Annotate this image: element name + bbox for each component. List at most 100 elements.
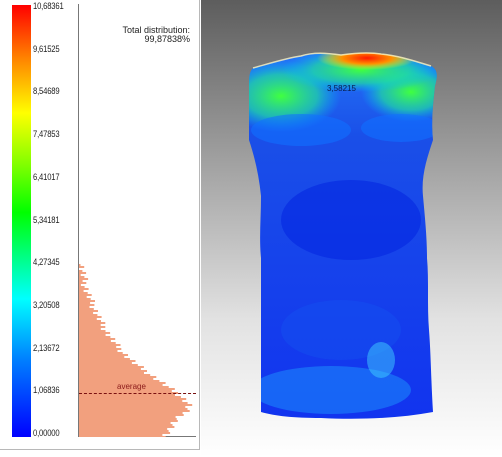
histogram-bar: [79, 386, 169, 388]
histogram-bar: [79, 278, 89, 280]
histogram-bar: [79, 380, 160, 382]
histogram-bar: [79, 306, 90, 308]
histogram-bar: [79, 308, 94, 310]
scale-tick-label: 2,13672: [33, 342, 60, 353]
histogram-bar: [79, 372, 144, 374]
histogram-bar: [79, 302, 91, 304]
histogram-bar: [79, 410, 190, 412]
histogram-bar: [79, 264, 81, 266]
histogram-bar: [79, 402, 188, 404]
histogram-bar: [79, 322, 106, 324]
average-label: average: [117, 382, 146, 391]
histogram-bar: [79, 370, 147, 372]
histogram-bar: [79, 354, 128, 356]
histogram-bar: [79, 282, 87, 284]
histogram-bar: [79, 304, 95, 306]
histogram-bar: [79, 348, 122, 350]
histogram-bar: [79, 274, 81, 276]
histogram-bar: [79, 298, 91, 300]
histogram-bar: [79, 312, 94, 314]
histogram-bar: [79, 404, 193, 406]
histogram-frame: average: [78, 4, 196, 437]
scale-tick-label: 4,27345: [33, 257, 60, 268]
scale-tick-label: 6,41017: [33, 171, 60, 182]
histogram-bar: [79, 408, 188, 410]
histogram-bar: [79, 332, 111, 334]
histogram-bar: [79, 352, 123, 354]
histogram-bar: [79, 376, 157, 378]
histogram-bar: [79, 338, 116, 340]
torso-deviation-model[interactable]: [201, 0, 502, 457]
histogram-bar: [79, 416, 176, 418]
histogram-bar: [79, 414, 184, 416]
scale-tick-label: 10,68361: [33, 1, 64, 11]
histogram-bar: [79, 432, 171, 434]
histogram-bar: [79, 418, 177, 420]
scale-tick-label: 0,00000: [33, 428, 60, 438]
histogram-bar: [79, 430, 169, 432]
histogram-bar: [79, 382, 166, 384]
legend-panel: 10,68361 9,61525 8,54689 7,47853 6,41017 5,34…: [0, 0, 200, 450]
histogram-bar: [79, 412, 183, 414]
histogram-bar: [79, 314, 98, 316]
histogram-bar: [79, 346, 117, 348]
histogram-bar: [79, 296, 87, 298]
3d-viewport[interactable]: 3,58215: [201, 0, 502, 457]
histogram-bar: [79, 272, 87, 274]
scale-tick-label: 3,20508: [33, 299, 60, 310]
histogram-bar: [79, 280, 83, 282]
scale-tick-label: 9,61525: [33, 43, 60, 54]
histogram-bar: [79, 350, 118, 352]
histogram-bar: [79, 356, 125, 358]
scale-tick-label: 1,06836: [33, 385, 60, 396]
histogram-bar: [79, 326, 106, 328]
histogram-bar: [79, 378, 154, 380]
histogram-bar: [79, 368, 141, 370]
histogram-bar: [79, 394, 175, 396]
histogram-bar: [79, 400, 183, 402]
total-distribution-value: 99,87838%: [144, 34, 190, 44]
histogram-bar: [79, 324, 101, 326]
histogram-bar: [79, 284, 81, 286]
histogram-bar: [79, 288, 89, 290]
histogram-bar: [79, 424, 173, 426]
histogram-bar: [79, 318, 97, 320]
histogram-bar: [79, 364, 138, 366]
average-line: [79, 393, 196, 394]
histogram-bar: [79, 398, 187, 400]
histogram-bar: [79, 334, 106, 336]
histogram-bar: [79, 384, 163, 386]
histogram-bar: [79, 396, 181, 398]
scale-tick-label: 7,47853: [33, 129, 60, 140]
histogram-bar: [79, 292, 88, 294]
color-scale-bar: [12, 5, 31, 437]
histogram-bar: [79, 434, 163, 436]
histogram-bar: [79, 270, 83, 272]
histogram-bar: [79, 436, 166, 437]
histogram-bar: [79, 294, 92, 296]
histogram-bar: [79, 406, 186, 408]
histogram-bar: [79, 286, 85, 288]
histogram-bar: [79, 276, 85, 278]
histogram-bar: [79, 320, 101, 322]
histogram-bar: [79, 336, 111, 338]
histogram-bar: [79, 340, 111, 342]
histogram-bar: [79, 310, 98, 312]
histogram-bar: [79, 374, 151, 376]
histogram-bar: [79, 300, 95, 302]
histogram-bar: [79, 290, 84, 292]
histogram-bar: [79, 390, 172, 392]
histogram-bar: [79, 422, 171, 424]
scale-tick-label: 8,54689: [33, 86, 60, 97]
histogram-bar: [79, 328, 101, 330]
histogram-bar: [79, 360, 136, 362]
scale-tick-label: 5,34181: [33, 214, 60, 225]
histogram-bar: [79, 342, 116, 344]
total-distribution-label: Total distribution:: [122, 25, 190, 35]
histogram-bar: [79, 426, 175, 428]
point-deviation-label: 3,58215: [327, 84, 356, 93]
histogram-bar: [79, 428, 168, 430]
histogram-bar: [79, 330, 106, 332]
histogram-bar: [79, 358, 130, 360]
histogram-bar: [79, 316, 102, 318]
